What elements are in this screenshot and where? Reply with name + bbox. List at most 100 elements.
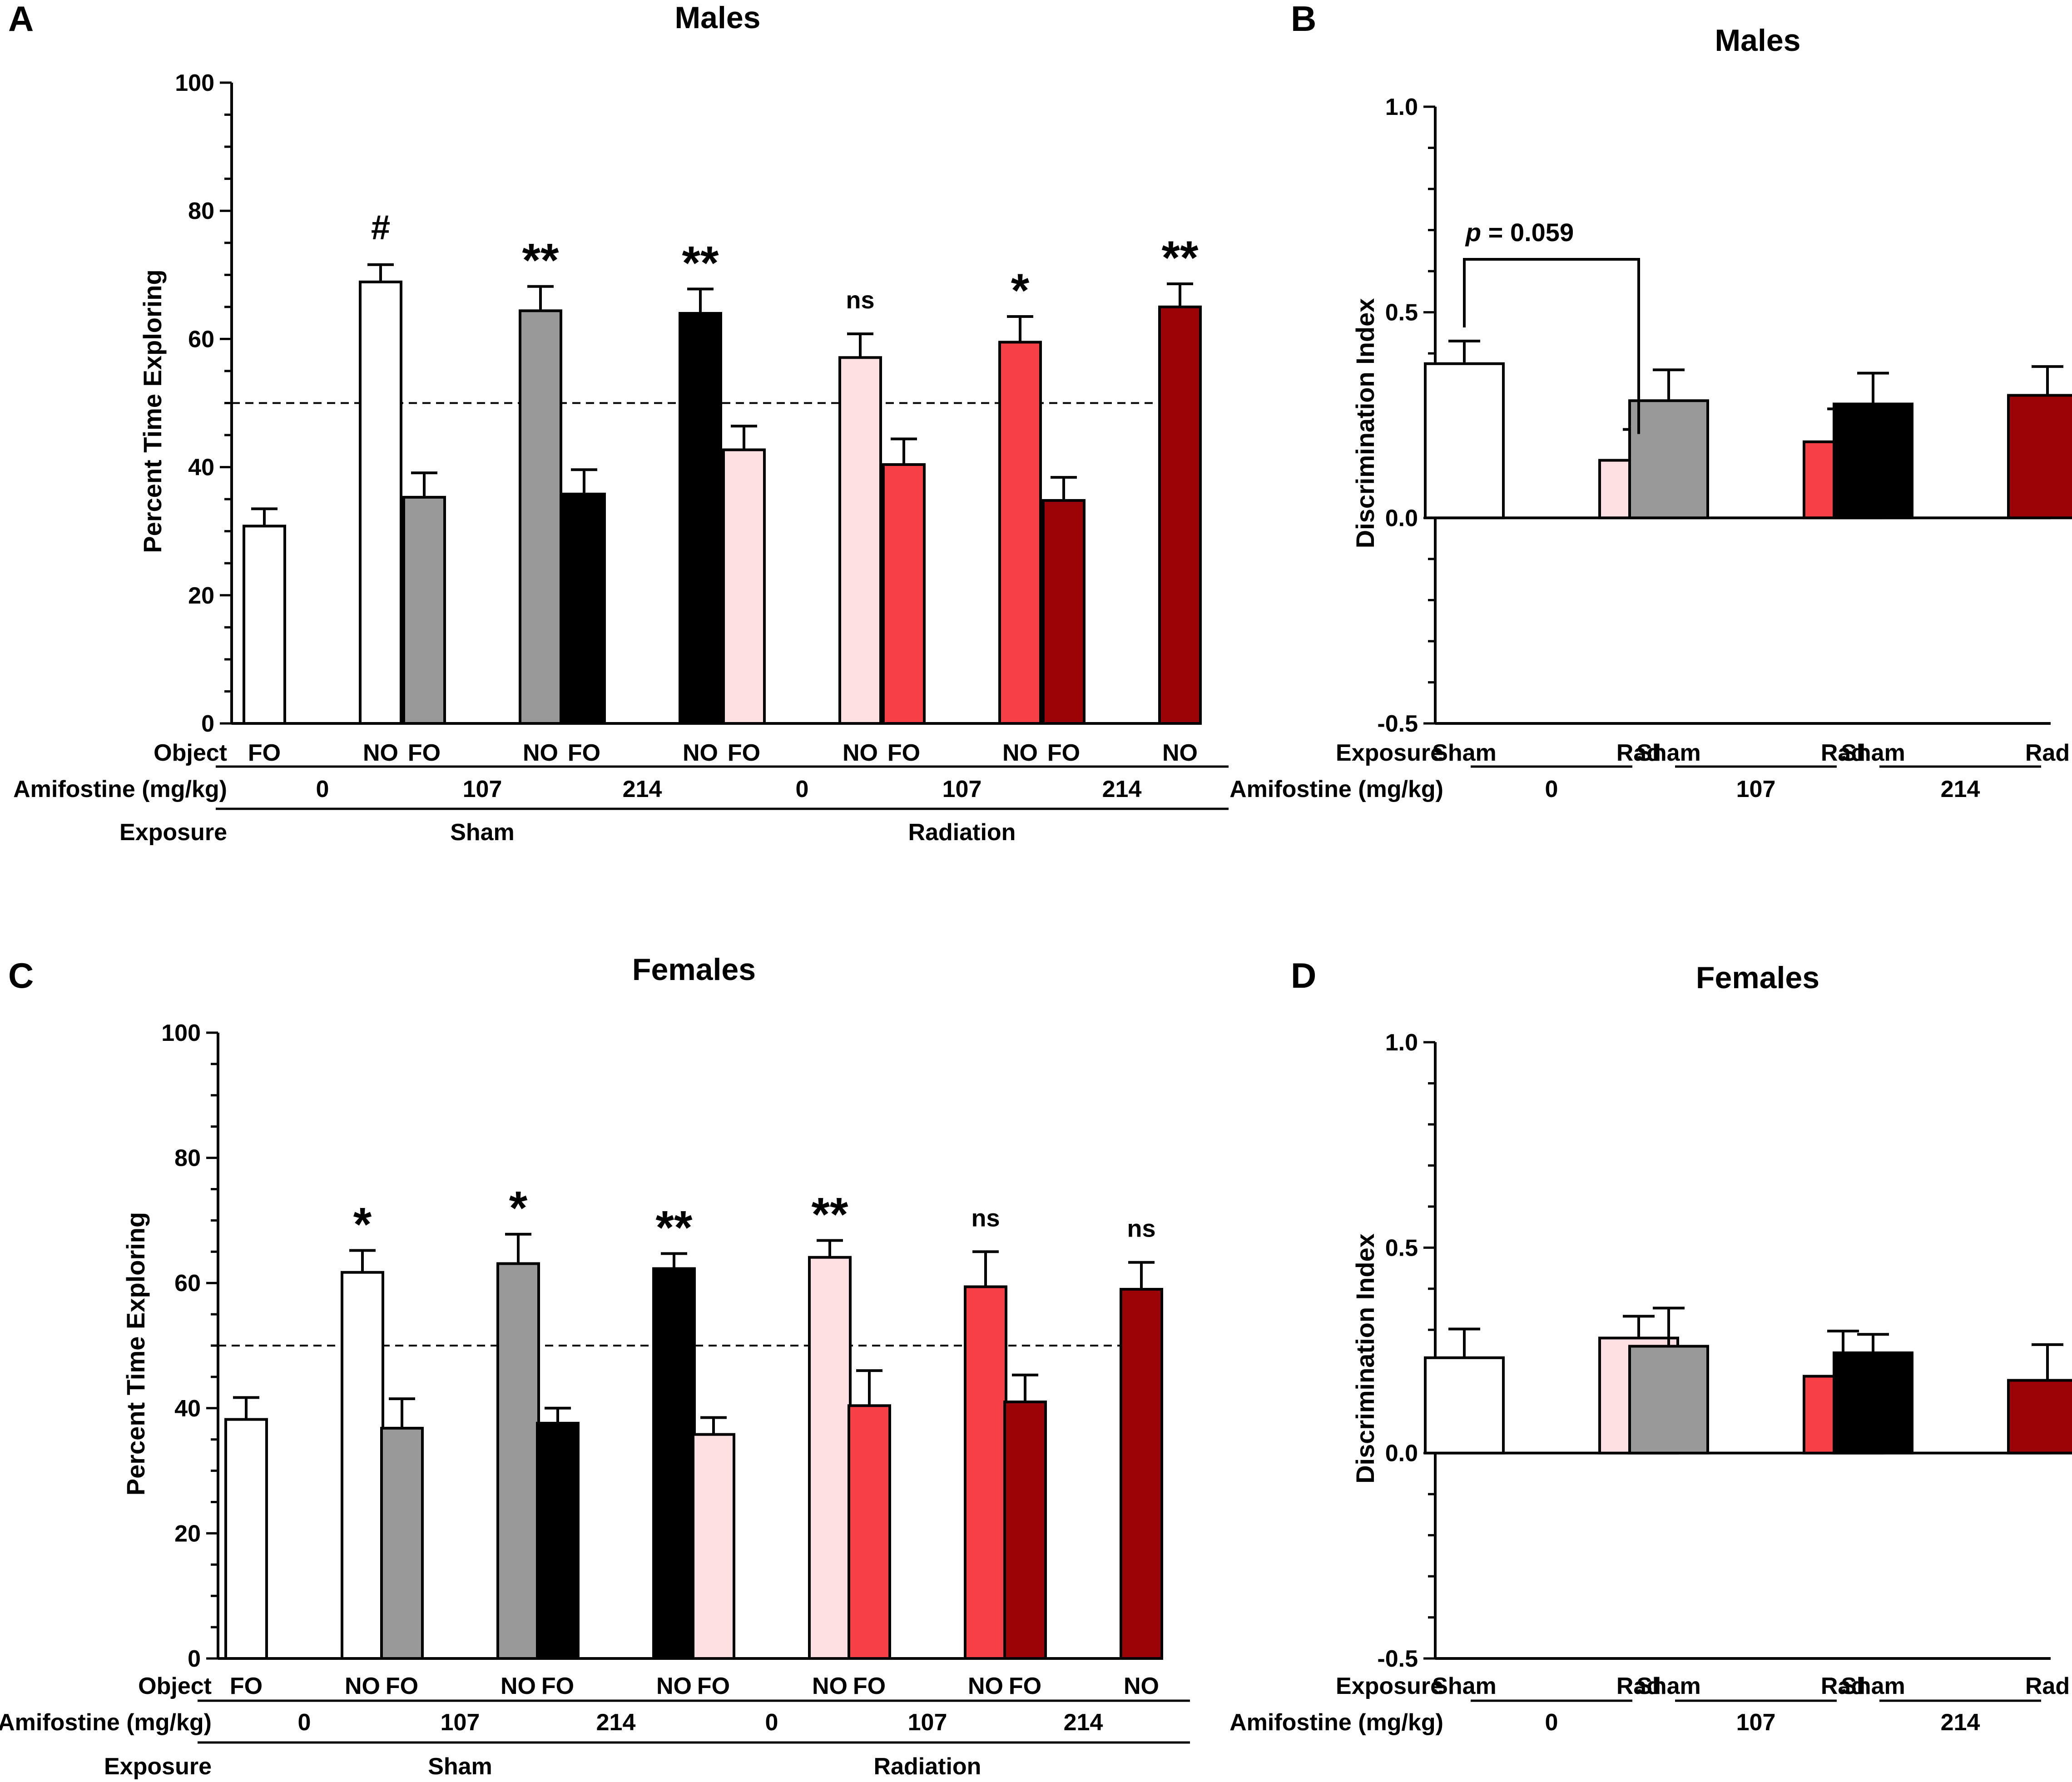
- object-label: FO: [541, 1673, 574, 1699]
- object-label: FO: [568, 740, 600, 766]
- dose-label: 0: [298, 1709, 311, 1736]
- exposure-label: Radiation: [874, 1753, 981, 1780]
- exposure-label: Rad: [1821, 740, 1865, 766]
- object-label: NO: [501, 1673, 536, 1699]
- object-label: FO: [1009, 1673, 1041, 1699]
- panel-title: Females: [632, 952, 756, 987]
- exposure-label: Sham: [1841, 1673, 1905, 1699]
- bar-fo: [1042, 499, 1086, 725]
- object-label: FO: [230, 1673, 263, 1699]
- bar-fo: [692, 1433, 735, 1660]
- dose-label: 0: [1545, 776, 1558, 802]
- significance-annotation: #: [371, 208, 390, 247]
- y-tick-label: 60: [174, 1270, 201, 1297]
- significance-annotation: *: [509, 1182, 528, 1235]
- p-symbol: p: [1465, 218, 1481, 247]
- exposure-label: Sham: [1432, 740, 1497, 766]
- y-tick-label: 100: [161, 1020, 201, 1046]
- exposure-label: Sham: [428, 1753, 492, 1780]
- bar-fo: [402, 495, 446, 725]
- exposure-label: Sham: [1432, 1673, 1497, 1699]
- y-axis-title: Discrimination Index: [1351, 1233, 1379, 1484]
- bar-no: [808, 1256, 852, 1660]
- row-label-exposure: Exposure: [1336, 740, 1443, 766]
- object-label: FO: [408, 740, 441, 766]
- significance-annotation: **: [1162, 232, 1199, 284]
- bar-rad: [2007, 394, 2072, 520]
- object-label: FO: [386, 1673, 418, 1699]
- significance-annotation: **: [682, 237, 719, 289]
- bar-fo: [848, 1404, 891, 1660]
- y-axis-title: Percent Time Exploring: [138, 269, 167, 553]
- exposure-label: Radiation: [908, 819, 1016, 846]
- row-label-amifostine: Amifostine (mg/kg): [1229, 776, 1443, 802]
- exposure-label: Rad: [1616, 740, 1661, 766]
- row-label-amifostine: Amifostine (mg/kg): [13, 776, 227, 802]
- y-tick-label: 20: [188, 583, 214, 609]
- exposure-label: Sham: [1841, 740, 1905, 766]
- dose-label: 214: [1064, 1709, 1103, 1736]
- bar-fo: [380, 1426, 424, 1660]
- dose-label: 107: [1736, 776, 1776, 802]
- dose-label: 107: [441, 1709, 480, 1736]
- y-tick-label: 20: [174, 1520, 201, 1547]
- bar-no: [519, 309, 562, 725]
- row-label-object: Object: [154, 740, 227, 766]
- y-tick-label: 0.5: [1385, 300, 1418, 326]
- y-axis-title: Percent Time Exploring: [121, 1212, 150, 1495]
- exposure-label: Sham: [450, 819, 515, 846]
- dose-label: 214: [1941, 776, 1980, 802]
- dose-label: 0: [765, 1709, 778, 1736]
- panel-title: Males: [675, 0, 761, 35]
- object-label: FO: [248, 740, 281, 766]
- object-label: FO: [1047, 740, 1080, 766]
- y-tick-label: 60: [188, 326, 214, 352]
- dose-label: 214: [1941, 1709, 1980, 1736]
- panel-letter: B: [1291, 0, 1316, 39]
- y-tick-label: -0.5: [1377, 711, 1418, 737]
- row-label-object: Object: [138, 1673, 212, 1699]
- bar-fo: [882, 463, 926, 725]
- panel-title: Males: [1715, 23, 1801, 58]
- bar-fo: [722, 448, 766, 725]
- y-tick-label: 80: [188, 198, 214, 224]
- y-tick-label: 1.0: [1385, 94, 1418, 120]
- row-label-exposure: Exposure: [1336, 1673, 1443, 1699]
- significance-annotation: *: [1011, 264, 1030, 317]
- bar-sham: [1628, 399, 1709, 520]
- dose-label: 0: [796, 776, 809, 802]
- significance-annotation: ns: [846, 287, 874, 314]
- row-label-exposure: Exposure: [104, 1753, 212, 1780]
- panel-letter: A: [8, 0, 34, 39]
- row-label-exposure: Exposure: [119, 819, 227, 846]
- object-label: FO: [853, 1673, 886, 1699]
- row-label-amifostine: Amifostine (mg/kg): [1229, 1709, 1443, 1736]
- y-tick-label: 0.0: [1385, 505, 1418, 531]
- exposure-label: Sham: [1636, 1673, 1701, 1699]
- bar-sham: [1833, 1351, 1913, 1455]
- object-label: NO: [1124, 1673, 1159, 1699]
- p-value: = 0.059: [1481, 218, 1574, 247]
- dose-label: 107: [463, 776, 502, 802]
- significance-annotation: **: [522, 234, 559, 287]
- bar-no: [838, 356, 882, 725]
- object-label: FO: [728, 740, 760, 766]
- dose-label: 214: [623, 776, 662, 802]
- significance-bracket: [1463, 258, 1640, 434]
- y-axis-title: Discrimination Index: [1351, 298, 1379, 549]
- dose-label: 0: [316, 776, 329, 802]
- bar-no: [964, 1285, 1007, 1660]
- bar-no: [679, 312, 722, 725]
- dose-label: 214: [1102, 776, 1142, 802]
- y-tick-label: -0.5: [1377, 1646, 1418, 1672]
- dose-label: 107: [942, 776, 982, 802]
- significance-annotation: **: [812, 1188, 848, 1241]
- y-tick-label: 100: [175, 70, 214, 96]
- significance-annotation: ns: [1127, 1215, 1155, 1242]
- bar-no: [359, 280, 402, 725]
- dose-label: 214: [596, 1709, 636, 1736]
- bar-fo: [1003, 1401, 1047, 1660]
- y-tick-label: 1.0: [1385, 1030, 1418, 1056]
- bar-sham: [1628, 1345, 1709, 1455]
